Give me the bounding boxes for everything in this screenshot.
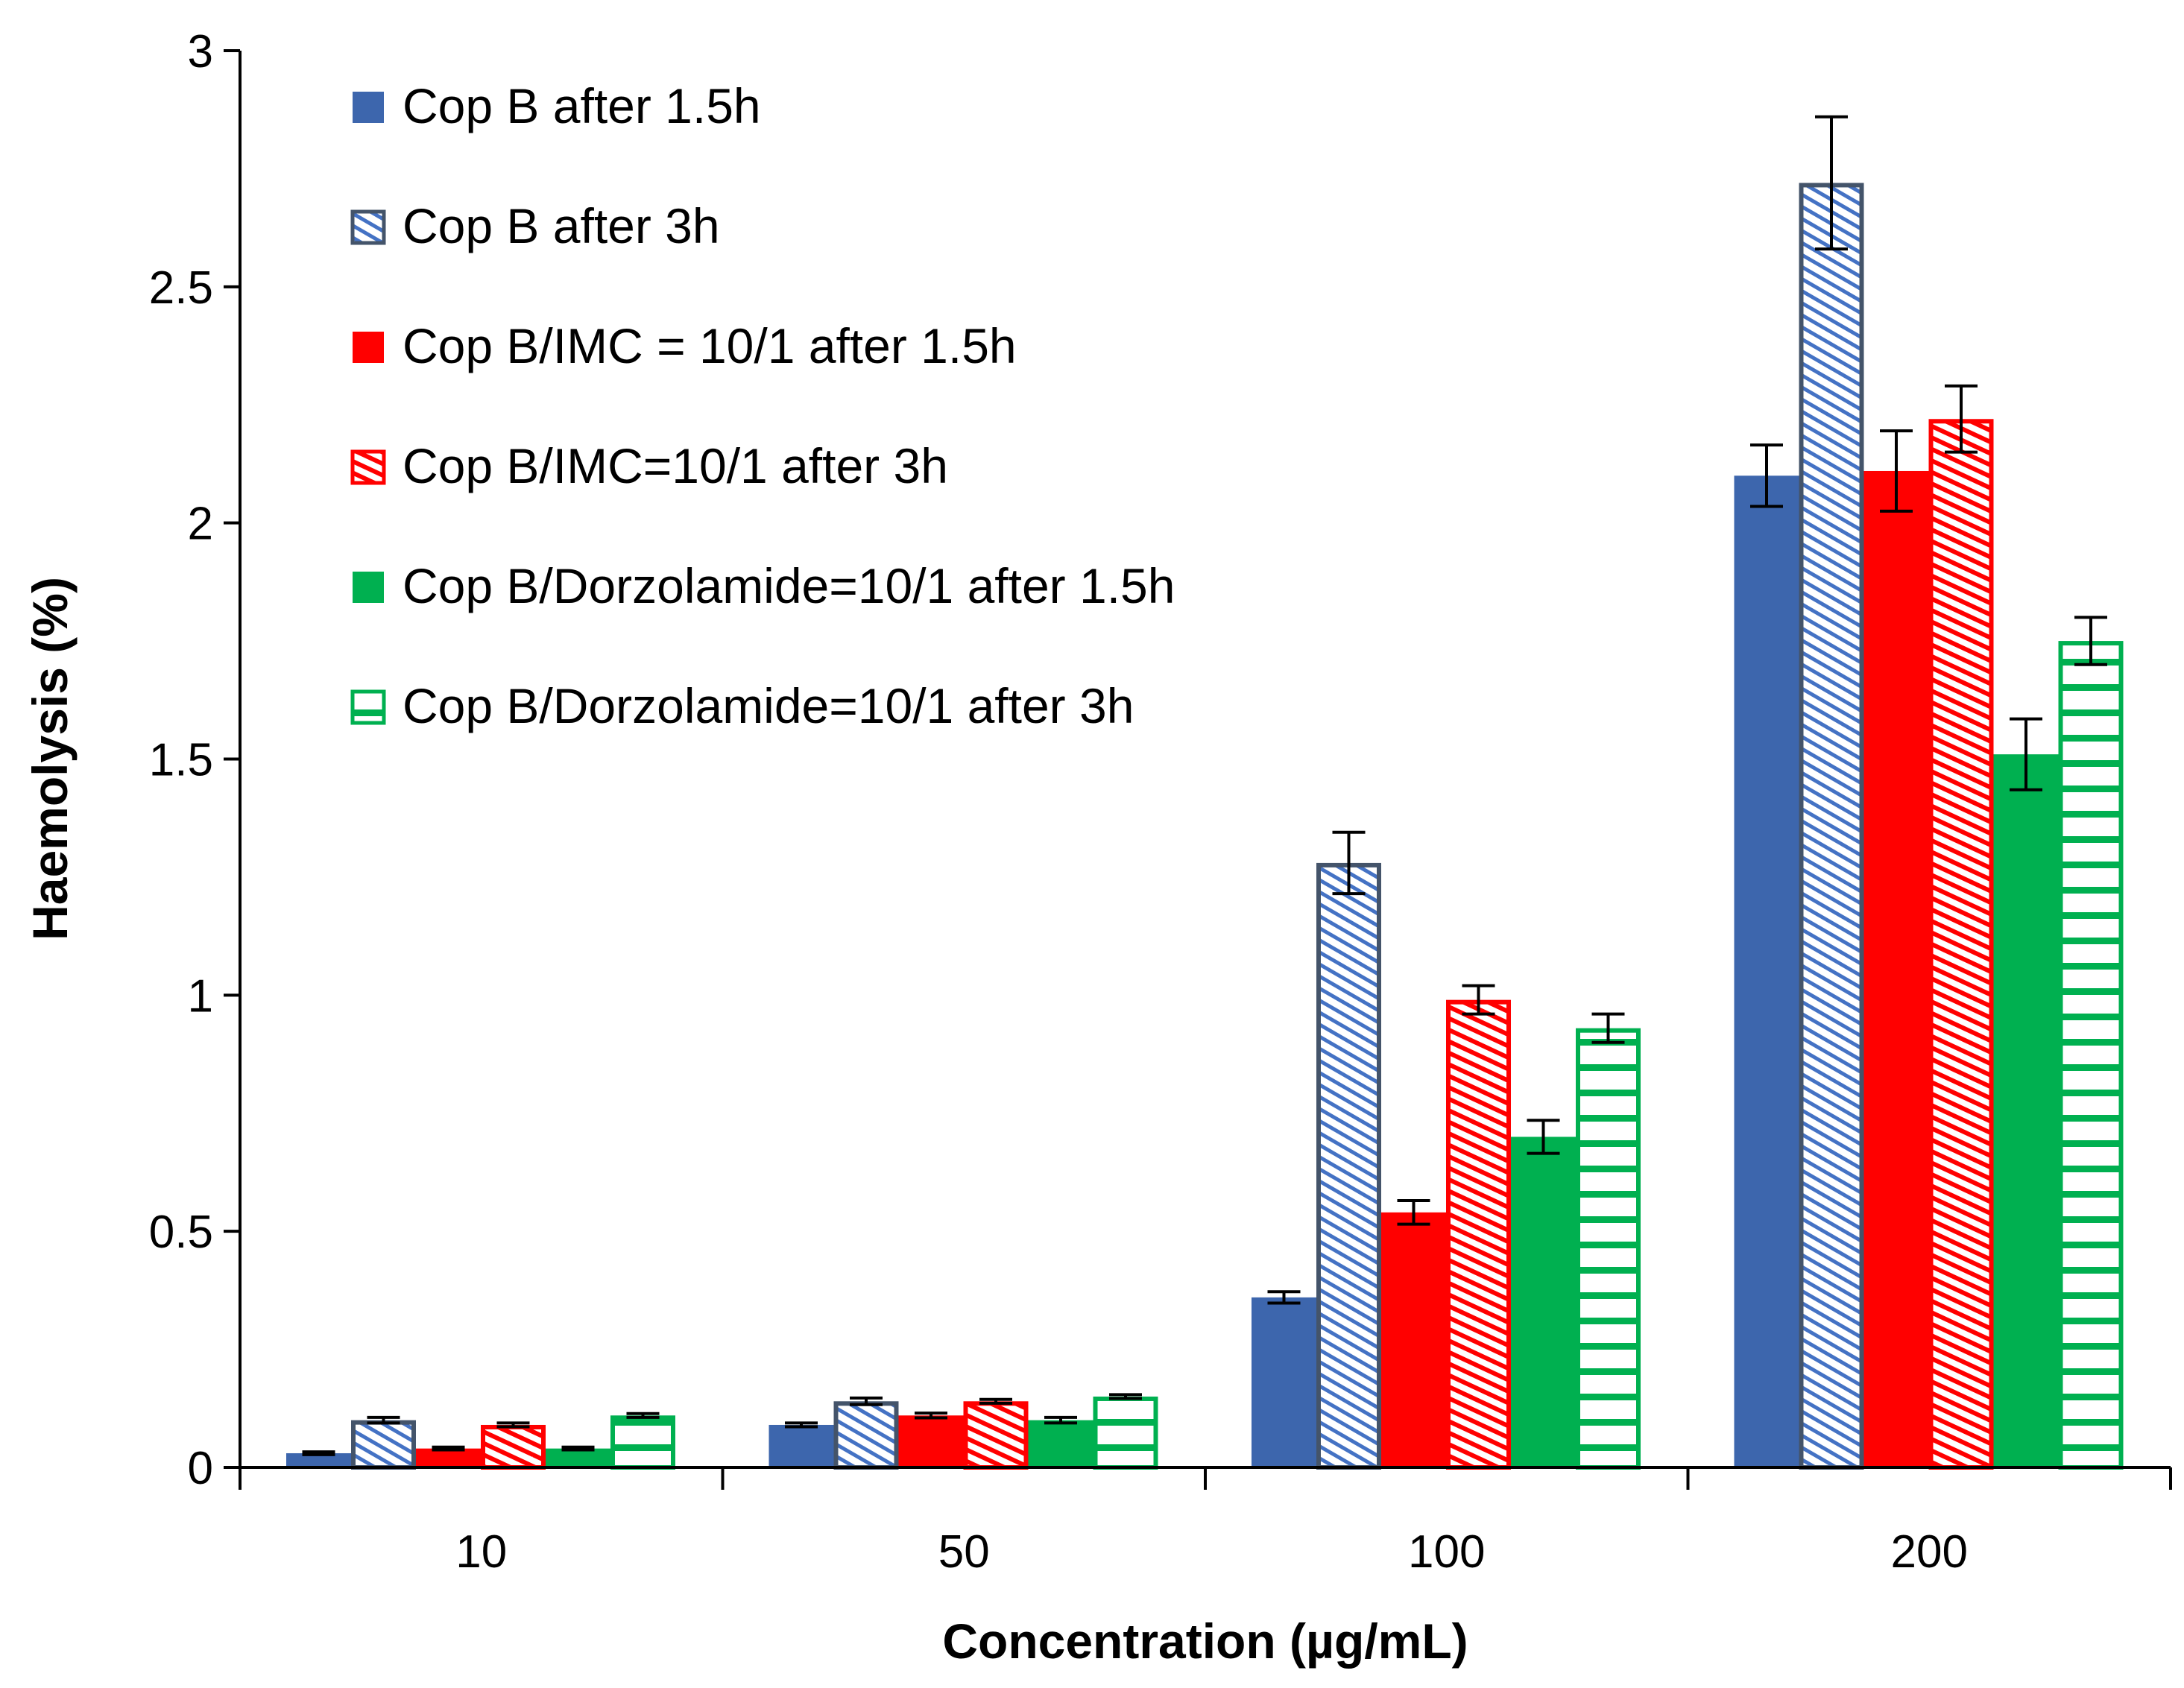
bar xyxy=(481,1424,546,1470)
bars-layer xyxy=(286,183,2124,1470)
y-tick-label: 0 xyxy=(188,1443,213,1494)
legend-swatch xyxy=(350,689,386,725)
legend-label: Cop B after 1.5h xyxy=(403,78,761,133)
bar xyxy=(1928,419,1994,1470)
bar xyxy=(351,1420,416,1470)
legend-swatch xyxy=(353,572,384,603)
legend-label: Cop B/IMC=10/1 after 3h xyxy=(403,438,948,493)
legend-swatch xyxy=(350,209,386,245)
bar xyxy=(1381,1212,1446,1467)
x-axis-label: Concentration (µg/mL) xyxy=(942,1613,1468,1669)
bar xyxy=(768,1424,834,1467)
bar xyxy=(1993,754,2059,1467)
legend-label: Cop B/Dorzolamide=10/1 after 3h xyxy=(403,678,1134,733)
bar xyxy=(1316,862,1381,1470)
bar xyxy=(1028,1420,1093,1467)
bar xyxy=(1511,1137,1576,1467)
legend-swatch xyxy=(350,449,386,485)
legend-swatch xyxy=(353,332,384,363)
legend-label: Cop B/IMC = 10/1 after 1.5h xyxy=(403,318,1017,373)
bar xyxy=(1252,1297,1316,1467)
legend: Cop B after 1.5h Cop B after 3h Cop B/IMC … xyxy=(350,78,1175,733)
bar xyxy=(546,1448,610,1467)
y-tick-label: 3 xyxy=(188,26,213,78)
bar xyxy=(1799,183,1864,1470)
legend-swatch xyxy=(353,92,384,123)
y-tick-label: 2 xyxy=(188,499,213,550)
bar xyxy=(1734,475,1799,1467)
bar xyxy=(833,1401,899,1470)
bar xyxy=(416,1448,481,1467)
y-tick-label: 0.5 xyxy=(149,1207,213,1258)
bar xyxy=(1446,999,1511,1470)
bar xyxy=(1863,470,1929,1467)
error-bars-layer xyxy=(302,115,2107,1456)
bar xyxy=(1093,1396,1158,1470)
y-tick-label: 1 xyxy=(188,970,213,1022)
y-tick-label: 1.5 xyxy=(149,735,213,786)
x-tick-label: 100 xyxy=(1408,1526,1485,1578)
y-axis-label: Haemolysis (%) xyxy=(22,577,78,941)
bar xyxy=(286,1452,351,1467)
legend-label: Cop B after 3h xyxy=(403,198,720,253)
bar xyxy=(610,1415,675,1470)
x-tick-label: 200 xyxy=(1891,1526,1968,1578)
bar xyxy=(963,1401,1029,1470)
x-tick-label: 10 xyxy=(455,1526,507,1578)
bar xyxy=(898,1415,964,1467)
bar xyxy=(2058,641,2124,1470)
bar xyxy=(1576,1028,1641,1470)
axes-layer: 10 50 100 200 0 0.5 1 1.5 2 2.5 3 xyxy=(149,26,2172,1578)
legend-label: Cop B/Dorzolamide=10/1 after 1.5h xyxy=(403,558,1175,613)
y-tick-label: 2.5 xyxy=(149,262,213,314)
x-tick-label: 50 xyxy=(938,1526,990,1578)
